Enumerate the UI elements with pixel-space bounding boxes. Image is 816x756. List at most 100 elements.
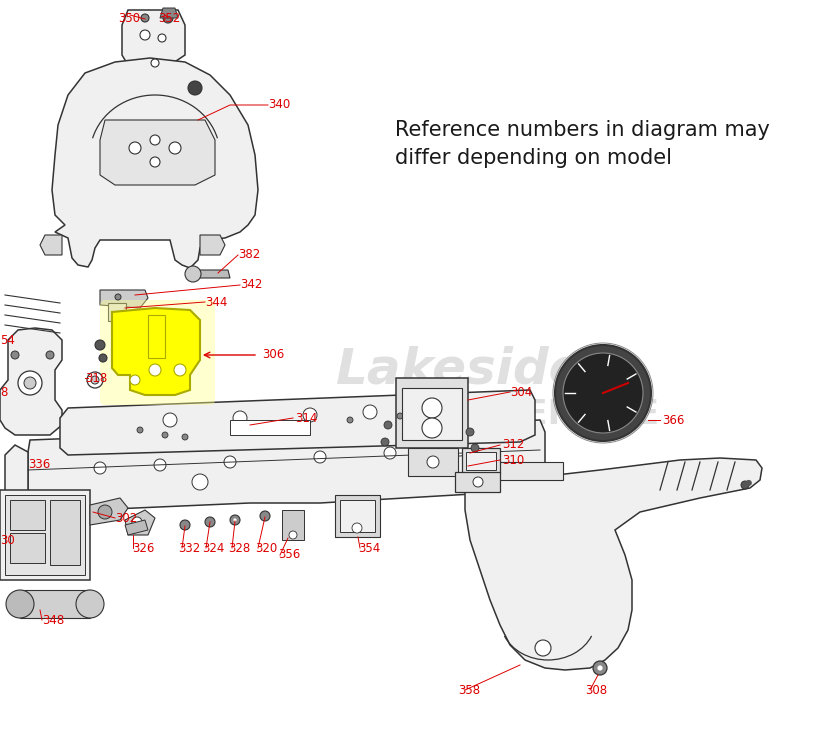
Text: 326: 326	[132, 541, 154, 554]
Circle shape	[260, 511, 270, 521]
Circle shape	[129, 142, 141, 154]
Bar	[466, 452, 496, 470]
Circle shape	[563, 353, 643, 433]
Bar	[108, 303, 126, 321]
Circle shape	[384, 421, 392, 429]
FancyBboxPatch shape	[100, 300, 215, 405]
Text: 328: 328	[228, 541, 251, 554]
Text: 312: 312	[502, 438, 525, 451]
Polygon shape	[200, 235, 225, 255]
Circle shape	[597, 665, 603, 671]
Circle shape	[180, 520, 190, 530]
Polygon shape	[125, 520, 148, 535]
Circle shape	[182, 434, 188, 440]
Text: 382: 382	[238, 249, 260, 262]
Circle shape	[154, 459, 166, 471]
Circle shape	[192, 474, 208, 490]
Text: 320: 320	[255, 541, 277, 554]
Bar	[230, 420, 310, 435]
Circle shape	[76, 590, 104, 618]
Circle shape	[174, 364, 186, 376]
Circle shape	[224, 456, 236, 468]
Text: 318: 318	[85, 371, 107, 385]
Bar	[282, 510, 304, 540]
Circle shape	[741, 481, 749, 489]
Circle shape	[423, 403, 437, 417]
Polygon shape	[148, 315, 165, 358]
Circle shape	[130, 375, 140, 385]
Circle shape	[384, 447, 396, 459]
Circle shape	[137, 427, 143, 433]
Text: Reference numbers in diagram may
differ depending on model: Reference numbers in diagram may differ …	[395, 120, 769, 168]
Bar	[10, 500, 45, 530]
Bar	[10, 533, 45, 563]
Circle shape	[151, 59, 159, 67]
Polygon shape	[40, 235, 62, 255]
Text: 332: 332	[178, 541, 200, 554]
Circle shape	[87, 372, 103, 388]
Text: ●: ●	[745, 478, 752, 487]
Text: 310: 310	[502, 454, 524, 466]
Bar	[463, 462, 563, 480]
Polygon shape	[465, 458, 762, 670]
Bar	[335, 495, 380, 537]
Polygon shape	[28, 420, 545, 518]
Circle shape	[427, 456, 439, 468]
Circle shape	[381, 438, 389, 446]
Circle shape	[150, 157, 160, 167]
Bar	[455, 472, 500, 492]
Circle shape	[18, 371, 42, 395]
Polygon shape	[90, 498, 128, 525]
Text: 30: 30	[0, 534, 15, 547]
Polygon shape	[100, 290, 148, 308]
Circle shape	[422, 418, 442, 438]
Text: 302: 302	[115, 512, 137, 525]
Text: 340: 340	[268, 98, 290, 111]
Polygon shape	[122, 10, 185, 65]
Text: Lakeside: Lakeside	[336, 346, 583, 394]
Text: 54: 54	[0, 333, 15, 346]
Circle shape	[169, 142, 181, 154]
Circle shape	[149, 364, 161, 376]
Text: 336: 336	[28, 458, 51, 472]
Circle shape	[303, 408, 317, 422]
Text: 358: 358	[458, 683, 480, 696]
Circle shape	[91, 376, 99, 384]
Text: 8: 8	[0, 386, 7, 398]
Text: 348: 348	[42, 614, 64, 627]
Text: 356: 356	[278, 549, 300, 562]
Circle shape	[454, 444, 466, 456]
Polygon shape	[100, 120, 215, 185]
Polygon shape	[0, 328, 62, 435]
Bar	[0, 490, 90, 580]
Bar	[340, 500, 375, 532]
Text: 314: 314	[295, 411, 317, 425]
Circle shape	[314, 451, 326, 463]
Circle shape	[289, 531, 297, 539]
Circle shape	[115, 294, 121, 300]
Circle shape	[140, 30, 150, 40]
Circle shape	[363, 405, 377, 419]
Circle shape	[24, 377, 36, 389]
Circle shape	[466, 428, 474, 436]
Text: 306: 306	[262, 349, 284, 361]
Circle shape	[98, 505, 112, 519]
Text: 342: 342	[240, 278, 263, 292]
Circle shape	[163, 13, 173, 23]
Circle shape	[593, 661, 607, 675]
Circle shape	[535, 640, 551, 656]
Bar	[396, 378, 468, 448]
Circle shape	[555, 345, 651, 441]
Circle shape	[99, 354, 107, 362]
Circle shape	[473, 477, 483, 487]
Polygon shape	[52, 58, 258, 268]
Polygon shape	[160, 8, 178, 18]
Circle shape	[162, 432, 168, 438]
Text: MARINE & SERVICE: MARINE & SERVICE	[300, 398, 659, 432]
Circle shape	[422, 398, 442, 418]
Circle shape	[233, 518, 237, 522]
Text: 324: 324	[202, 541, 224, 554]
Bar	[402, 388, 462, 440]
Circle shape	[230, 515, 240, 525]
Circle shape	[132, 517, 142, 527]
